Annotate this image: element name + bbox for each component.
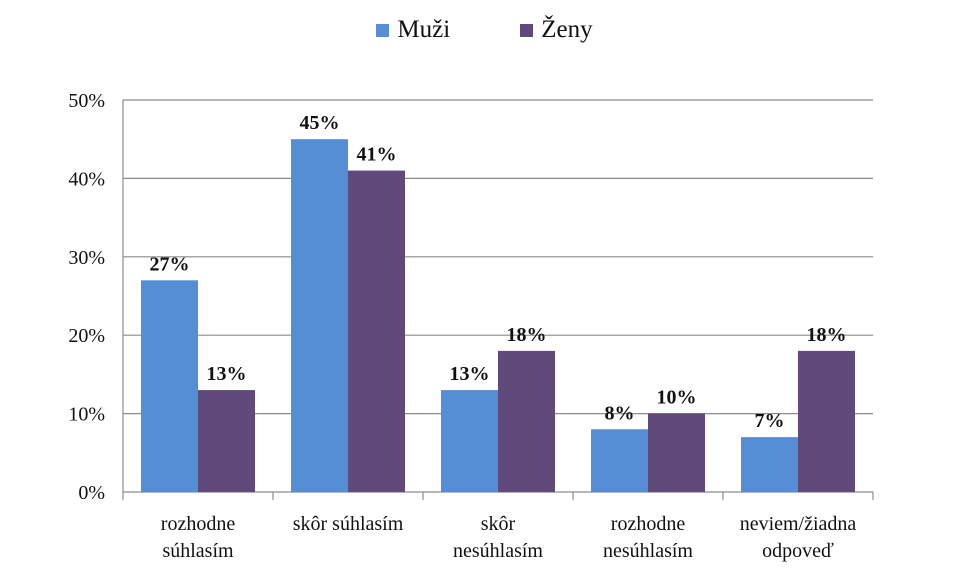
y-tick-label: 40%	[68, 168, 105, 190]
x-category-label: skôr súhlasím	[293, 513, 404, 535]
x-category-label: rozhodne	[611, 513, 686, 535]
bar-muzi	[591, 429, 648, 492]
bar-zeny	[348, 170, 405, 492]
legend-label-muzi: Muži	[397, 16, 451, 43]
data-label: 10%	[657, 387, 697, 409]
legend-item-muzi: Muži	[376, 16, 450, 44]
bar-muzi	[441, 390, 498, 492]
data-label: 18%	[807, 324, 847, 346]
y-tick-label: 20%	[68, 325, 105, 347]
x-category-label: skôr	[481, 513, 516, 535]
y-tick-label: 10%	[68, 404, 105, 426]
data-label: 8%	[605, 402, 635, 424]
x-category-label: neviem/žiadna	[740, 513, 857, 535]
bar-muzi	[741, 437, 798, 492]
legend-item-zeny: Ženy	[520, 16, 593, 44]
bar-muzi	[141, 280, 198, 492]
y-tick-label: 0%	[78, 482, 105, 504]
bar-zeny	[798, 350, 855, 492]
x-category-label: nesúhlasím	[453, 540, 543, 562]
x-category-label: nesúhlasím	[603, 540, 693, 562]
legend-swatch-muzi	[376, 23, 390, 37]
legend: Muži Ženy	[0, 16, 969, 44]
bar-zeny	[498, 350, 555, 492]
data-label: 27%	[150, 253, 190, 275]
y-tick-label: 50%	[68, 90, 105, 112]
data-label: 45%	[300, 112, 340, 134]
x-category-label: súhlasím	[162, 540, 234, 562]
data-label: 18%	[507, 324, 547, 346]
bar-muzi	[291, 139, 348, 492]
legend-label-zeny: Ženy	[541, 16, 593, 43]
data-label: 7%	[755, 410, 785, 432]
legend-swatch-zeny	[520, 23, 534, 37]
bar-zeny	[648, 413, 705, 492]
data-label: 13%	[207, 363, 247, 385]
x-category-label: rozhodne	[161, 513, 236, 535]
data-label: 41%	[357, 144, 397, 166]
y-tick-label: 30%	[68, 247, 105, 269]
x-category-label: odpoveď	[762, 540, 834, 562]
bar-zeny	[198, 390, 255, 492]
data-label: 13%	[450, 363, 490, 385]
